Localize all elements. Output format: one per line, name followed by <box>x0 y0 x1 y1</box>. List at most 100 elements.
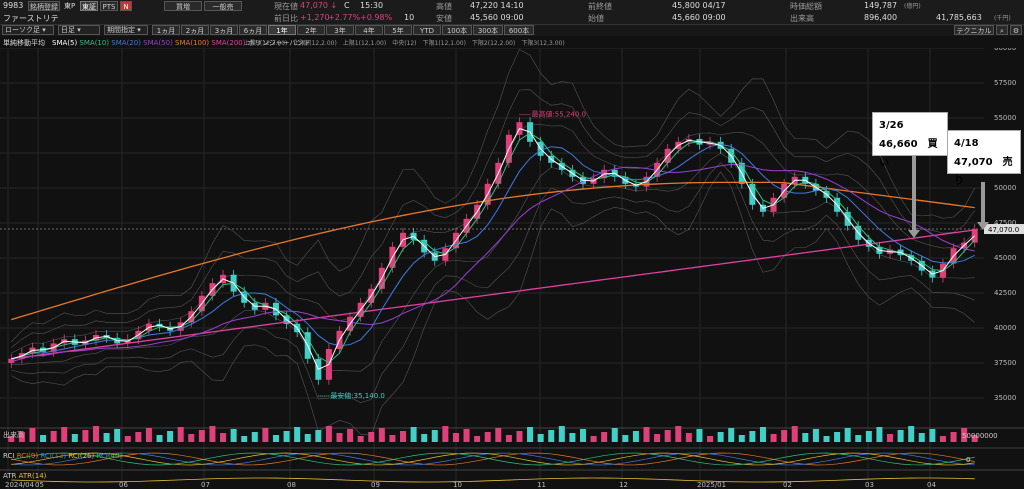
volume-bar-62 <box>664 430 671 442</box>
volume-bar-13 <box>145 428 152 442</box>
range-button-11[interactable]: 300本 <box>473 25 503 35</box>
y-tick-label-9: 37500 <box>994 359 1016 367</box>
interval-select[interactable]: 日足 ▾ <box>58 25 100 35</box>
price-chart[interactable]: 6000057500550005250050000475004500042500… <box>0 48 1024 489</box>
volume-bar-30 <box>325 426 332 442</box>
volume-bar-55 <box>590 436 597 442</box>
volume-bar-67 <box>717 432 724 442</box>
volume-axis-label: 50000000 <box>962 432 998 440</box>
volume-bar-45 <box>484 432 491 442</box>
range-button-1[interactable]: 2ヵ月 <box>181 25 209 35</box>
range-button-0[interactable]: 1ヵ月 <box>152 25 180 35</box>
x-tick-label-7: 11 <box>537 481 546 489</box>
volume-bar-34 <box>368 432 375 442</box>
prev-close-value: 45,800 04/17 <box>672 1 726 10</box>
x-tick-label-5: 09 <box>371 481 380 489</box>
range-button-3[interactable]: 6ヵ月 <box>239 25 267 35</box>
buy-arrow-head <box>908 230 920 238</box>
current-price-tag-bg <box>984 224 1024 235</box>
turnover-unit: (千円) <box>994 15 1011 22</box>
range-button-10[interactable]: 100本 <box>442 25 472 35</box>
rci40-label: RCI(40) <box>96 452 123 460</box>
volume-bar-68 <box>728 428 735 442</box>
search-icon[interactable]: ⌕ <box>996 25 1008 35</box>
volume-bar-17 <box>188 434 195 442</box>
sell-text: 47,070 売り <box>954 157 1013 187</box>
rci-label: RCI <box>3 452 15 460</box>
rci9-label: RCI(9) <box>16 452 39 460</box>
stock-code: 9983 <box>3 1 24 10</box>
x-tick-label-9: 2025/01 <box>697 481 726 489</box>
rci-pane-label: RCI RCI(9) RCI(13) RCI(26) RCI(40) <box>3 452 122 460</box>
volume-bar-70 <box>749 431 756 442</box>
buy-more-button[interactable]: 買増 <box>164 1 202 11</box>
chart-background <box>0 48 1024 489</box>
volume-bar-18 <box>198 430 205 442</box>
atr-label: ATR <box>3 472 17 480</box>
volume-bar-27 <box>294 427 301 442</box>
period-mode-value: 期間指定 <box>107 26 135 34</box>
range-button-6[interactable]: 3年 <box>326 25 354 35</box>
volume-bar-53 <box>569 433 576 442</box>
volume-bar-7 <box>82 430 89 442</box>
volume-bar-79 <box>844 428 851 442</box>
tab-tosho[interactable]: 東証 <box>80 1 98 11</box>
legend-item-2: SMA(20) <box>111 39 144 47</box>
legend-item-4: SMA(100) <box>175 39 212 47</box>
volume-bar-69 <box>738 435 745 442</box>
volume-bar-80 <box>855 435 862 442</box>
volume-bar-59 <box>632 431 639 442</box>
volume-bar-63 <box>675 426 682 442</box>
sell-arrow-shaft <box>981 182 985 222</box>
price-label: 現在値 <box>274 2 298 11</box>
volume-bar-49 <box>527 427 534 442</box>
range-button-7[interactable]: 4年 <box>355 25 383 35</box>
x-tick-label-4: 08 <box>287 481 296 489</box>
bb-l3 <box>11 171 975 436</box>
open-value: 45,660 09:00 <box>672 13 726 22</box>
news-badge[interactable]: N <box>120 1 132 11</box>
range-button-8[interactable]: 5年 <box>384 25 412 35</box>
volume-bar-29 <box>315 430 322 442</box>
range-button-9[interactable]: YTD <box>413 25 441 35</box>
tab-pts[interactable]: PTS <box>100 1 118 11</box>
atr-line <box>11 477 975 483</box>
y-tick-label-1: 57500 <box>994 79 1016 87</box>
y-tick-label-5: 47500 <box>994 219 1016 227</box>
x-tick-label-1: 05 <box>35 481 44 489</box>
rci-line-0 <box>11 452 975 466</box>
volume-bar-57 <box>611 428 618 442</box>
rci-line-1 <box>11 452 975 466</box>
technical-button[interactable]: テクニカル <box>954 25 994 35</box>
change-pct2: +0.98% <box>360 13 393 22</box>
range-button-4[interactable]: 1年 <box>268 25 296 35</box>
volume-bar-39 <box>421 434 428 442</box>
volume-bar-24 <box>262 428 269 442</box>
period-mode-select[interactable]: 期間指定 ▾ <box>104 25 148 35</box>
range-button-12[interactable]: 600本 <box>504 25 534 35</box>
volume-bar-32 <box>347 429 354 442</box>
general-sell-button[interactable]: 一般売 <box>204 1 242 11</box>
volume-bar-44 <box>474 436 481 442</box>
volume-bar-75 <box>802 433 809 442</box>
chart-type-value: ローソク足 <box>5 26 40 34</box>
x-tick-label-12: 04 <box>927 481 936 489</box>
range-button-2[interactable]: 3ヵ月 <box>210 25 238 35</box>
mcap-unit: (億円) <box>904 3 921 10</box>
interval-value: 日足 <box>61 26 75 34</box>
register-button[interactable]: 銘柄登録 <box>28 1 60 11</box>
x-tick-label-6: 10 <box>453 481 462 489</box>
range-button-5[interactable]: 2年 <box>297 25 325 35</box>
volume-bar-72 <box>770 434 777 442</box>
y-tick-label-10: 35000 <box>994 394 1016 402</box>
volume-bar-50 <box>537 434 544 442</box>
bb-params: 上限3(12,3.00) 上限2(12,2.00) 上限1(12,1.00) 中… <box>244 40 565 47</box>
volume-bar-73 <box>781 430 788 442</box>
volume-bar-2 <box>29 428 36 442</box>
mcap-label: 時価総額 <box>790 2 822 11</box>
volume-bar-8 <box>92 426 99 442</box>
legend-item-3: SMA(50) <box>143 39 176 47</box>
settings-icon[interactable]: ⚙ <box>1010 25 1022 35</box>
volume-bar-23 <box>251 432 258 442</box>
chart-type-select[interactable]: ローソク足 ▾ <box>2 25 54 35</box>
